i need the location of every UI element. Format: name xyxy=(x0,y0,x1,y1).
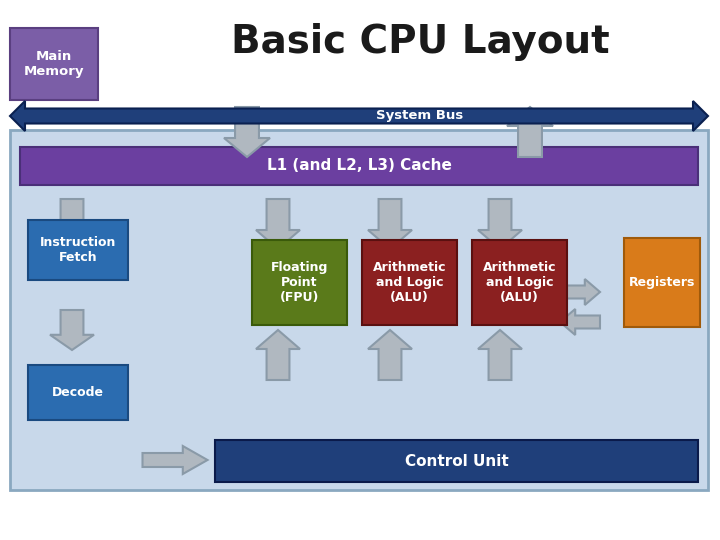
Text: Instruction
Fetch: Instruction Fetch xyxy=(40,236,116,264)
FancyBboxPatch shape xyxy=(10,130,708,490)
Text: Control Unit: Control Unit xyxy=(405,454,508,469)
Text: Arithmetic
and Logic
(ALU): Arithmetic and Logic (ALU) xyxy=(373,261,446,304)
Text: Main
Memory: Main Memory xyxy=(24,50,84,78)
Polygon shape xyxy=(10,101,708,131)
Text: System Bus: System Bus xyxy=(377,110,464,123)
FancyBboxPatch shape xyxy=(28,220,128,280)
FancyBboxPatch shape xyxy=(20,147,698,185)
Polygon shape xyxy=(224,107,270,157)
Polygon shape xyxy=(560,279,600,305)
FancyBboxPatch shape xyxy=(362,240,457,325)
Polygon shape xyxy=(478,199,522,249)
FancyBboxPatch shape xyxy=(10,28,98,100)
Polygon shape xyxy=(368,330,412,380)
Text: L1 (and L2, L3) Cache: L1 (and L2, L3) Cache xyxy=(266,159,451,173)
FancyBboxPatch shape xyxy=(472,240,567,325)
Polygon shape xyxy=(256,199,300,249)
Text: Basic CPU Layout: Basic CPU Layout xyxy=(230,23,609,61)
Polygon shape xyxy=(50,310,94,350)
Polygon shape xyxy=(368,199,412,249)
FancyBboxPatch shape xyxy=(215,440,698,482)
FancyBboxPatch shape xyxy=(252,240,347,325)
Text: Floating
Point
(FPU): Floating Point (FPU) xyxy=(271,261,328,304)
Polygon shape xyxy=(256,330,300,380)
Polygon shape xyxy=(50,199,94,249)
Polygon shape xyxy=(143,446,207,474)
FancyBboxPatch shape xyxy=(28,365,128,420)
Polygon shape xyxy=(507,107,553,157)
Text: Decode: Decode xyxy=(52,386,104,399)
Polygon shape xyxy=(560,309,600,335)
Polygon shape xyxy=(478,330,522,380)
Text: Arithmetic
and Logic
(ALU): Arithmetic and Logic (ALU) xyxy=(482,261,557,304)
Text: Registers: Registers xyxy=(629,276,696,289)
FancyBboxPatch shape xyxy=(624,238,700,327)
